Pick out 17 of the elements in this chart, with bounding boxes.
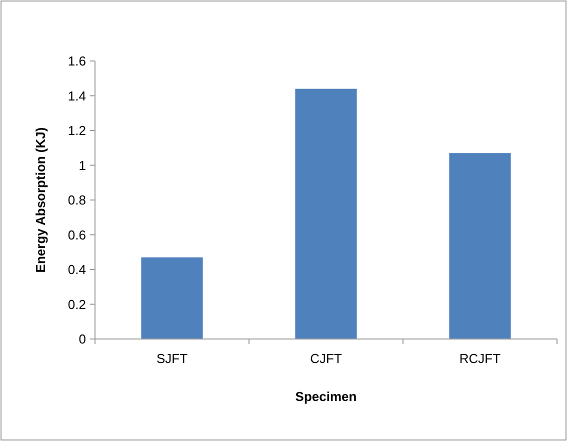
y-tick-label: 1 xyxy=(78,158,86,173)
bar xyxy=(141,257,203,339)
y-tick-label: 0.4 xyxy=(68,262,86,278)
y-tick-label: 0.8 xyxy=(68,192,86,208)
x-tick-label: SJFT xyxy=(156,351,188,366)
x-axis-title: Specimen xyxy=(295,389,357,404)
bar xyxy=(295,88,357,339)
x-tick-label: CJFT xyxy=(310,351,342,366)
y-tick-label: 0 xyxy=(78,332,86,347)
y-tick-label: 1.6 xyxy=(68,54,86,69)
y-axis-title: Energy Absorption (KJ) xyxy=(33,127,48,273)
y-tick-label: 0.2 xyxy=(68,296,86,312)
x-tick-label: RCJFT xyxy=(459,351,501,366)
y-tick-label: 0.6 xyxy=(68,227,86,242)
y-tick-label: 1.2 xyxy=(68,123,86,138)
bar xyxy=(449,153,511,339)
y-tick-label: 1.4 xyxy=(68,88,86,104)
